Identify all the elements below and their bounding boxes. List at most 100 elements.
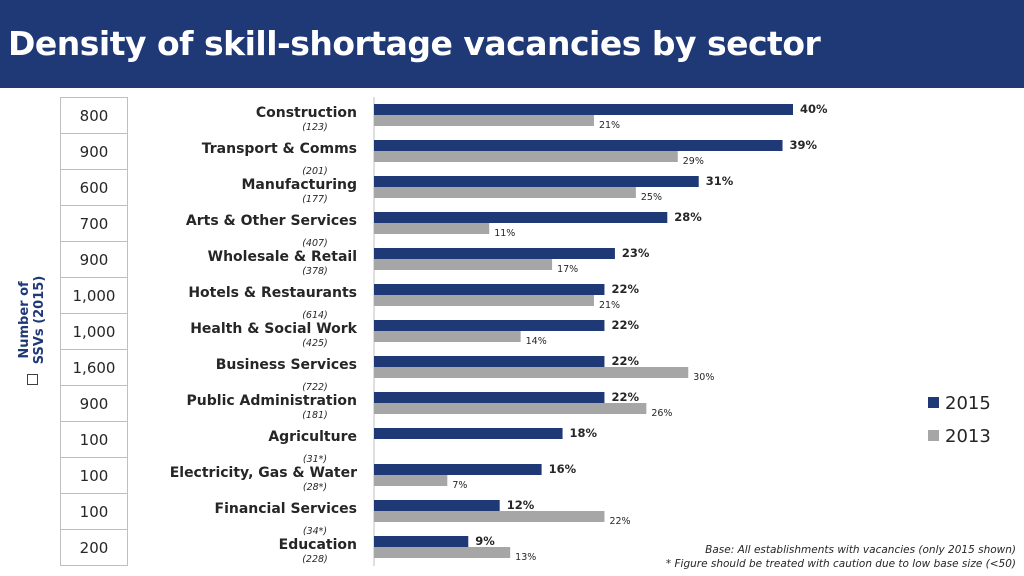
ssv-count-cell: 800	[60, 97, 128, 134]
legend-item-2013: 2013	[928, 426, 991, 447]
bar-2015	[374, 320, 605, 331]
ssv-row: 600	[60, 169, 128, 206]
bar-label-2015: 18%	[570, 426, 598, 440]
bar-2013	[374, 475, 448, 486]
category-label: Health & Social Work	[190, 321, 357, 337]
bar-label-2015: 22%	[611, 354, 639, 368]
legend-label-2015: 2015	[945, 393, 991, 414]
category-base-size: (407)	[302, 238, 328, 249]
bar-label-2013: 30%	[693, 372, 714, 383]
ssv-row: 900	[60, 385, 128, 422]
bar-label-2015: 22%	[611, 390, 639, 404]
bar-label-2013: 21%	[599, 300, 620, 311]
bar-2015	[374, 428, 563, 439]
bar-label-2015: 28%	[674, 210, 702, 224]
category-base-size: (378)	[302, 266, 328, 277]
bar-label-2015: 9%	[475, 534, 495, 548]
bar-2015	[374, 464, 542, 475]
category-base-size: (123)	[302, 122, 328, 133]
bar-2013	[374, 151, 678, 162]
legend-swatch-2015	[928, 397, 939, 408]
ssv-row: 800	[60, 97, 128, 134]
ssv-row: 100	[60, 421, 128, 458]
legend-label-2013: 2013	[945, 426, 991, 447]
category-base-size: (34*)	[302, 526, 328, 537]
ssv-row: 1,000	[60, 277, 128, 314]
category-label: Manufacturing	[241, 177, 358, 193]
ssv-row: 700	[60, 205, 128, 242]
bar-label-2015: 12%	[507, 498, 535, 512]
ssv-count-cell: 1,000	[60, 277, 128, 314]
category-base-size: (28*)	[302, 482, 328, 493]
bar-label-2015: 23%	[622, 246, 650, 260]
category-base-size: (614)	[302, 310, 328, 321]
ssv-count-cell: 900	[60, 385, 128, 422]
category-base-size: (201)	[302, 166, 328, 177]
bar-label-2015: 31%	[706, 174, 734, 188]
ssv-count-cell: 900	[60, 241, 128, 278]
bar-label-2015: 16%	[549, 462, 577, 476]
ssv-row: 100	[60, 493, 128, 530]
ssv-row: 100	[60, 457, 128, 494]
bar-label-2013: 13%	[515, 552, 536, 563]
bar-label-2013: 26%	[651, 408, 672, 419]
category-base-size: (31*)	[302, 454, 328, 465]
category-base-size: (228)	[302, 554, 328, 565]
category-label: Agriculture	[268, 429, 357, 445]
bar-label-2015: 22%	[611, 318, 639, 332]
category-base-size: (425)	[302, 338, 328, 349]
category-label: Wholesale & Retail	[207, 249, 357, 265]
ssv-row: 1,600	[60, 349, 128, 386]
category-base-size: (181)	[302, 410, 328, 421]
ssv-count-cell: 600	[60, 169, 128, 206]
ssv-row: 900	[60, 241, 128, 278]
ssv-count-cell: 700	[60, 205, 128, 242]
page-title: Density of skill-shortage vacancies by s…	[8, 24, 821, 63]
checkbox-icon	[27, 374, 38, 385]
ssv-count-cell: 1,000	[60, 313, 128, 350]
category-base-size: (177)	[302, 194, 328, 205]
bar-2013	[374, 295, 594, 306]
bar-label-2013: 21%	[599, 120, 620, 131]
bar-2015	[374, 248, 615, 259]
ssv-count-cell: 100	[60, 421, 128, 458]
bar-2013	[374, 259, 553, 270]
bar-label-2013: 29%	[683, 156, 704, 167]
title-banner: Density of skill-shortage vacancies by s…	[0, 0, 1024, 88]
bar-2013	[374, 115, 594, 126]
bar-2015	[374, 284, 605, 295]
ssv-row: 1,000	[60, 313, 128, 350]
bar-2013	[374, 331, 521, 342]
category-label: Electricity, Gas & Water	[169, 465, 357, 481]
legend-swatch-2013	[928, 430, 939, 441]
bar-label-2013: 7%	[452, 480, 467, 491]
category-label: Construction	[255, 105, 357, 121]
bar-2013	[374, 223, 490, 234]
bar-2015	[374, 392, 605, 403]
ssv-count-cell: 100	[60, 457, 128, 494]
footnote-base: Base: All establishments with vacancies …	[705, 544, 1016, 556]
bar-label-2015: 39%	[790, 138, 818, 152]
ssv-count-cell: 200	[60, 529, 128, 566]
bar-2015	[374, 104, 793, 115]
legend-item-2015: 2015	[928, 393, 991, 414]
bar-2013	[374, 403, 647, 414]
category-label: Financial Services	[214, 501, 358, 517]
category-label: Transport & Comms	[201, 141, 357, 157]
category-base-size: (722)	[302, 382, 328, 393]
bar-label-2013: 22%	[609, 516, 630, 527]
bar-2015	[374, 536, 469, 547]
footnote-caution: * Figure should be treated with caution …	[665, 558, 1016, 570]
category-label: Arts & Other Services	[185, 213, 357, 229]
bar-label-2015: 22%	[611, 282, 639, 296]
bar-2015	[374, 176, 699, 187]
bar-2013	[374, 547, 511, 558]
bar-label-2013: 14%	[526, 336, 547, 347]
category-label: Public Administration	[186, 393, 357, 409]
bar-2015	[374, 356, 605, 367]
bar-2013	[374, 511, 605, 522]
bar-label-2013: 17%	[557, 264, 578, 275]
bar-label-2015: 40%	[800, 102, 828, 116]
bar-2015	[374, 212, 668, 223]
